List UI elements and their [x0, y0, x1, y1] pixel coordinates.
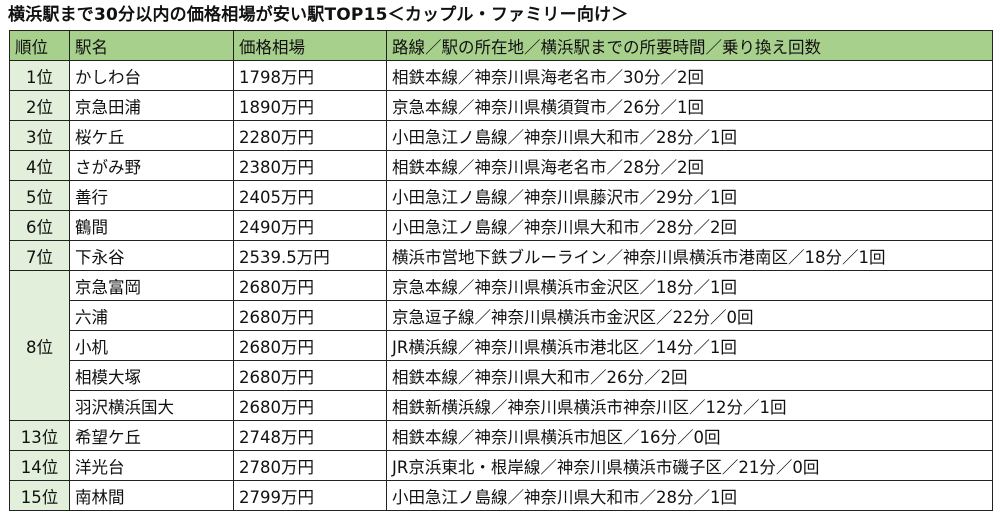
- header-price: 価格相場: [233, 30, 387, 61]
- table-row: 小机 2680万円 JR横浜線／神奈川県横浜市港北区／14分／1回: [10, 330, 993, 361]
- table-row: 15位 南林間 2799万円 小田急江ノ島線／神奈川県大和市／28分／1回: [9, 480, 993, 511]
- details-cell: 小田急江ノ島線／神奈川県大和市／28分／2回: [386, 210, 993, 241]
- rank-cell: 14位: [9, 450, 70, 481]
- details-cell: 小田急江ノ島線／神奈川県大和市／28分／1回: [386, 480, 993, 511]
- price-cell: 2780万円: [233, 450, 387, 481]
- table-row: 4位 さがみ野 2380万円 相鉄本線／神奈川県海老名市／28分／2回: [9, 150, 993, 181]
- ranking-table: 順位 駅名 価格相場 路線／駅の所在地／横浜駅までの所要時間／乗り換え回数 1位…: [9, 30, 993, 511]
- table-row: 7位 下永谷 2539.5万円 横浜市営地下鉄ブルーライン／神奈川県横浜市港南区…: [9, 240, 993, 271]
- station-cell: 京急田浦: [69, 90, 234, 121]
- rank-cell: 8位: [9, 270, 70, 421]
- price-cell: 2748万円: [233, 420, 387, 451]
- rank-cell: 13位: [9, 420, 70, 451]
- station-cell: 善行: [69, 180, 234, 211]
- details-cell: 相鉄本線／神奈川県海老名市／28分／2回: [386, 150, 993, 181]
- table-row: 14位 洋光台 2780万円 JR京浜東北・根岸線／神奈川県横浜市磯子区／21分…: [9, 450, 993, 481]
- header-rank: 順位: [9, 30, 70, 61]
- table-row: 5位 善行 2405万円 小田急江ノ島線／神奈川県藤沢市／29分／1回: [9, 180, 993, 211]
- price-cell: 1798万円: [233, 60, 387, 91]
- price-cell: 2680万円: [233, 360, 387, 391]
- price-cell: 2380万円: [233, 150, 387, 181]
- details-cell: 相鉄本線／神奈川県海老名市／30分／2回: [386, 60, 993, 91]
- rank-cell: 5位: [9, 180, 70, 211]
- rank-cell: 3位: [9, 120, 70, 151]
- details-cell: 京急逗子線／神奈川県横浜市金沢区／22分／0回: [386, 300, 993, 331]
- station-cell: かしわ台: [69, 60, 234, 91]
- details-cell: 相鉄本線／神奈川県横浜市旭区／16分／0回: [386, 420, 993, 451]
- price-cell: 2680万円: [233, 390, 387, 421]
- details-cell: JR京浜東北・根岸線／神奈川県横浜市磯子区／21分／0回: [386, 450, 993, 481]
- header-details: 路線／駅の所在地／横浜駅までの所要時間／乗り換え回数: [386, 30, 993, 61]
- details-cell: 小田急江ノ島線／神奈川県藤沢市／29分／1回: [386, 180, 993, 211]
- details-cell: 京急本線／神奈川県横浜市金沢区／18分／1回: [386, 270, 993, 301]
- price-cell: 2490万円: [233, 210, 387, 241]
- page-title: 横浜駅まで30分以内の価格相場が安い駅TOP15＜カップル・ファミリー向け＞: [8, 5, 629, 25]
- price-cell: 2539.5万円: [233, 240, 387, 271]
- rank-cell: 15位: [9, 480, 70, 511]
- price-cell: 2405万円: [233, 180, 387, 211]
- station-cell: 桜ケ丘: [69, 120, 234, 151]
- table-row: 羽沢横浜国大 2680万円 相鉄新横浜線／神奈川県横浜市神奈川区／12分／1回: [10, 390, 993, 421]
- table-row: 13位 希望ケ丘 2748万円 相鉄本線／神奈川県横浜市旭区／16分／0回: [9, 420, 993, 451]
- station-cell: 希望ケ丘: [69, 420, 234, 451]
- station-cell: 羽沢横浜国大: [69, 390, 234, 421]
- station-cell: 洋光台: [69, 450, 234, 481]
- price-cell: 1890万円: [233, 90, 387, 121]
- price-cell: 2799万円: [233, 480, 387, 511]
- details-cell: 相鉄新横浜線／神奈川県横浜市神奈川区／12分／1回: [386, 390, 993, 421]
- price-cell: 2280万円: [233, 120, 387, 151]
- station-cell: 鶴間: [69, 210, 234, 241]
- header-row: 順位 駅名 価格相場 路線／駅の所在地／横浜駅までの所要時間／乗り換え回数: [9, 30, 993, 61]
- header-station: 駅名: [69, 30, 234, 61]
- details-cell: JR横浜線／神奈川県横浜市港北区／14分／1回: [386, 330, 993, 361]
- table-row: 8位 京急富岡 2680万円 京急本線／神奈川県横浜市金沢区／18分／1回: [9, 270, 993, 421]
- table-row: 相模大塚 2680万円 相鉄本線／神奈川県大和市／26分／2回: [10, 360, 993, 391]
- price-cell: 2680万円: [233, 330, 387, 361]
- rank-cell: 2位: [9, 90, 70, 121]
- table-row: 六浦 2680万円 京急逗子線／神奈川県横浜市金沢区／22分／0回: [10, 300, 993, 331]
- station-cell: 小机: [69, 330, 234, 361]
- details-cell: 小田急江ノ島線／神奈川県大和市／28分／1回: [386, 120, 993, 151]
- table-row: 6位 鶴間 2490万円 小田急江ノ島線／神奈川県大和市／28分／2回: [9, 210, 993, 241]
- station-cell: 南林間: [69, 480, 234, 511]
- table-row: 1位 かしわ台 1798万円 相鉄本線／神奈川県海老名市／30分／2回: [9, 60, 993, 91]
- details-cell: 相鉄本線／神奈川県大和市／26分／2回: [386, 360, 993, 391]
- station-cell: 京急富岡: [69, 270, 234, 301]
- rank-cell: 6位: [9, 210, 70, 241]
- station-cell: 下永谷: [69, 240, 234, 271]
- price-cell: 2680万円: [233, 270, 387, 301]
- rank-cell: 7位: [9, 240, 70, 271]
- table-row: 2位 京急田浦 1890万円 京急本線／神奈川県横須賀市／26分／1回: [9, 90, 993, 121]
- price-cell: 2680万円: [233, 300, 387, 331]
- table-row: 3位 桜ケ丘 2280万円 小田急江ノ島線／神奈川県大和市／28分／1回: [9, 120, 993, 151]
- station-cell: さがみ野: [69, 150, 234, 181]
- station-cell: 相模大塚: [69, 360, 234, 391]
- station-cell: 六浦: [69, 300, 234, 331]
- details-cell: 京急本線／神奈川県横須賀市／26分／1回: [386, 90, 993, 121]
- details-cell: 横浜市営地下鉄ブルーライン／神奈川県横浜市港南区／18分／1回: [386, 240, 993, 271]
- rank-cell: 1位: [9, 60, 70, 91]
- rank-cell: 4位: [9, 150, 70, 181]
